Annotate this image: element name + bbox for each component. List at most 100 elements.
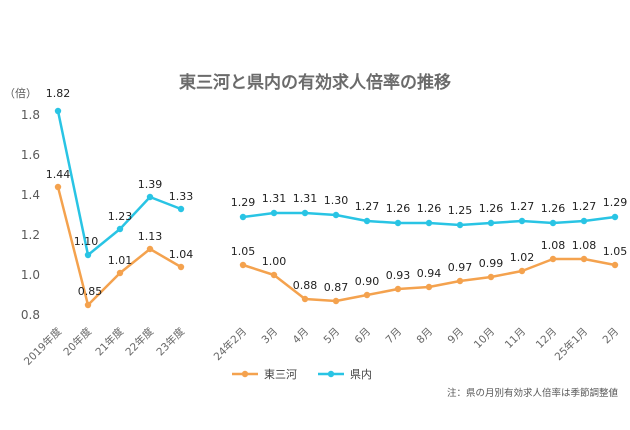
x-tick-label: 11月 (503, 326, 528, 351)
data-label: 1.08 (572, 239, 597, 252)
data-point (487, 219, 495, 227)
data-label: 1.82 (46, 87, 71, 100)
x-tick-label: 25年1月 (552, 325, 590, 363)
x-tick-label: 20年度 (61, 325, 95, 359)
y-tick-label: 1.4 (21, 188, 40, 202)
data-label: 1.29 (603, 196, 628, 209)
x-tick-label: 23年度 (154, 325, 188, 359)
data-label: 1.08 (541, 239, 566, 252)
data-label: 1.13 (138, 230, 163, 243)
data-label: 1.25 (448, 204, 473, 217)
data-point (177, 263, 185, 271)
data-label: 1.05 (603, 245, 628, 258)
x-tick-label: 7月 (383, 326, 404, 347)
data-point (270, 209, 278, 217)
data-point (270, 271, 278, 279)
data-label: 0.85 (78, 285, 103, 298)
data-point (611, 261, 619, 269)
data-label: 1.00 (262, 255, 287, 268)
x-tick-label: 6月 (352, 326, 373, 347)
x-tick-label: 8月 (414, 326, 435, 347)
legend-swatch-marker (241, 370, 249, 378)
data-point (239, 261, 247, 269)
y-tick-label: 0.8 (21, 308, 40, 322)
data-point (116, 225, 124, 233)
data-point (549, 219, 557, 227)
x-tick-label: 12月 (534, 326, 559, 351)
x-tick-label: 10月 (472, 326, 497, 351)
data-label: 1.01 (108, 254, 133, 267)
y-axis-unit-label: （倍） (4, 86, 37, 100)
data-label: 1.26 (417, 202, 442, 215)
data-label: 1.26 (541, 202, 566, 215)
x-tick-label: 4月 (290, 326, 311, 347)
data-label: 1.05 (231, 245, 256, 258)
x-tick-label: 9月 (445, 326, 466, 347)
y-axis-ticks: 1.8 1.6 1.4 1.2 1.0 0.8 (21, 108, 40, 322)
legend-swatch-marker (327, 370, 335, 378)
data-point (116, 269, 124, 277)
data-point (84, 301, 92, 309)
y-tick-label: 1.8 (21, 108, 40, 122)
legend-label: 県内 (350, 367, 372, 381)
data-point (394, 219, 402, 227)
data-label: 1.27 (510, 200, 535, 213)
data-label: 1.10 (74, 235, 99, 248)
y-tick-label: 1.2 (21, 228, 40, 242)
data-point (518, 217, 526, 225)
data-label: 0.93 (386, 269, 411, 282)
data-point (54, 183, 62, 191)
data-point (54, 107, 62, 115)
data-point (549, 255, 557, 263)
data-labels: 1.44 0.85 1.01 1.13 1.04 1.82 1.10 1.23 1.39 1.33… (46, 87, 628, 298)
data-point (146, 245, 154, 253)
data-point (580, 255, 588, 263)
data-label: 1.23 (108, 210, 133, 223)
data-point (611, 213, 619, 221)
data-label: 0.87 (324, 281, 349, 294)
data-point (456, 277, 464, 285)
chart-note: 注：県の月別有効求人倍率は季節調整値 (447, 387, 619, 399)
data-label: 1.27 (572, 200, 597, 213)
legend-label: 東三河 (264, 368, 297, 381)
data-point (518, 267, 526, 275)
data-label: 1.29 (231, 196, 256, 209)
data-label: 1.04 (169, 248, 194, 261)
data-label: 1.30 (324, 194, 349, 207)
data-point (332, 211, 340, 219)
data-point (239, 213, 247, 221)
data-label: 1.31 (262, 192, 287, 205)
data-point (363, 291, 371, 299)
data-label: 0.88 (293, 279, 318, 292)
series-points (54, 107, 619, 309)
data-point (580, 217, 588, 225)
series-line-kennai (56, 109, 183, 257)
y-tick-label: 1.0 (21, 268, 40, 282)
chart-title: 東三河と県内の有効求人倍率の推移 (179, 72, 451, 93)
x-tick-label: 3月 (259, 326, 280, 347)
data-point (301, 209, 309, 217)
data-label: 1.39 (138, 178, 163, 191)
data-label: 0.90 (355, 275, 380, 288)
data-label: 1.44 (46, 168, 71, 181)
data-label: 1.27 (355, 200, 380, 213)
data-point (425, 283, 433, 291)
data-point (394, 285, 402, 293)
x-tick-label: 22年度 (123, 325, 157, 359)
data-label: 1.33 (169, 190, 194, 203)
data-label: 1.31 (293, 192, 318, 205)
x-tick-label: 2019年度 (21, 325, 64, 368)
data-label: 1.26 (386, 202, 411, 215)
data-label: 1.26 (479, 202, 504, 215)
data-point (177, 205, 185, 213)
data-point (425, 219, 433, 227)
data-label: 0.94 (417, 267, 442, 280)
data-point (146, 193, 154, 201)
data-point (456, 221, 464, 229)
data-point (301, 295, 309, 303)
data-point (84, 251, 92, 259)
legend: 東三河 県内 (232, 367, 372, 381)
data-point (332, 297, 340, 305)
